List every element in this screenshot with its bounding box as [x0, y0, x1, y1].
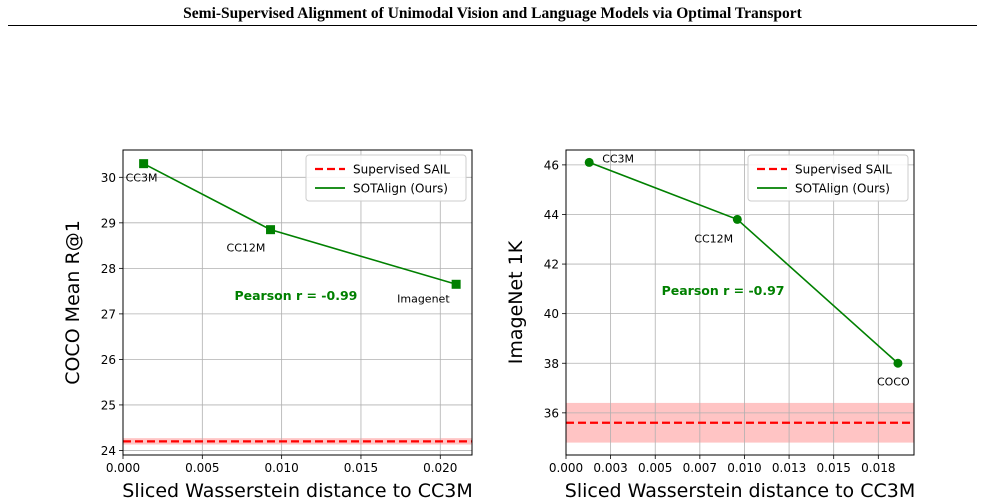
data-point [266, 225, 276, 235]
x-axis-label: Sliced Wasserstein distance to CC3M [122, 480, 472, 502]
y-tick-label: 28 [101, 262, 116, 276]
legend-label-reference: Supervised SAIL [795, 163, 892, 177]
page-header: Semi-Supervised Alignment of Unimodal Vi… [0, 0, 985, 27]
pearson-annotation: Pearson r = -0.99 [234, 288, 357, 303]
data-label: CC3M [126, 172, 158, 185]
data-label: CC12M [227, 242, 266, 255]
plot-frame [122, 149, 473, 456]
x-axis-label: Sliced Wasserstein distance to CC3M [565, 480, 915, 502]
legend-box [747, 154, 909, 202]
y-tick-label: 42 [544, 258, 559, 272]
y-axis-label: COCO Mean R@1 [62, 220, 84, 385]
data-point [139, 159, 149, 169]
x-tick-label: 0.000 [549, 461, 583, 475]
y-tick-label: 40 [544, 307, 559, 321]
data-point [451, 279, 461, 289]
y-tick-label: 36 [544, 406, 559, 420]
y-tick-label: 26 [101, 353, 116, 367]
x-tick-label: 0.015 [344, 461, 378, 475]
x-tick-label: 0.013 [772, 461, 806, 475]
x-tick-label: 0.010 [727, 461, 761, 475]
x-tick-label: 0.018 [861, 461, 895, 475]
x-tick-label: 0.005 [638, 461, 672, 475]
y-tick-label: 38 [544, 357, 559, 371]
legend-label-reference: Supervised SAIL [353, 163, 450, 177]
x-tick-label: 0.010 [264, 461, 298, 475]
x-tick-label: 0.005 [185, 461, 219, 475]
data-label: Imagenet [397, 292, 450, 305]
y-tick-label: 46 [544, 158, 559, 172]
plot-frame [565, 149, 915, 456]
legend-box [305, 154, 467, 202]
x-tick-label: 0.000 [106, 461, 140, 475]
y-tick-label: 27 [101, 307, 116, 321]
y-tick-label: 29 [101, 216, 116, 230]
data-label: CC3M [602, 152, 634, 165]
data-point [584, 157, 594, 167]
x-tick-label: 0.007 [683, 461, 717, 475]
pearson-annotation: Pearson r = -0.97 [662, 283, 785, 298]
legend-label-series: SOTAlign (Ours) [353, 182, 448, 196]
data-label: COCO [877, 375, 910, 388]
legend-label-series: SOTAlign (Ours) [795, 182, 890, 196]
x-tick-label: 0.020 [423, 461, 457, 475]
y-tick-label: 25 [101, 398, 116, 412]
data-label: CC12M [694, 232, 733, 245]
y-axis-label: ImageNet 1K [505, 240, 527, 364]
data-point [732, 214, 742, 224]
x-tick-label: 0.015 [817, 461, 851, 475]
y-tick-label: 24 [101, 444, 116, 458]
data-point [893, 358, 903, 368]
x-tick-label: 0.003 [593, 461, 627, 475]
y-tick-label: 44 [544, 208, 559, 222]
header-rule [8, 25, 977, 26]
legend: Supervised SAIL SOTAlign (Ours) [305, 154, 467, 202]
y-tick-label: 30 [101, 171, 116, 185]
legend: Supervised SAIL SOTAlign (Ours) [747, 154, 909, 202]
paper-title: Semi-Supervised Alignment of Unimodal Vi… [183, 5, 802, 22]
chart-1: 0.000 0.005 0.010 0.015 0.020 24 25 26 27 28 29 30 C… [62, 149, 473, 502]
chart-2: 0.000 0.003 0.005 0.007 0.010 0.013 0.015 0.018… [505, 149, 915, 502]
